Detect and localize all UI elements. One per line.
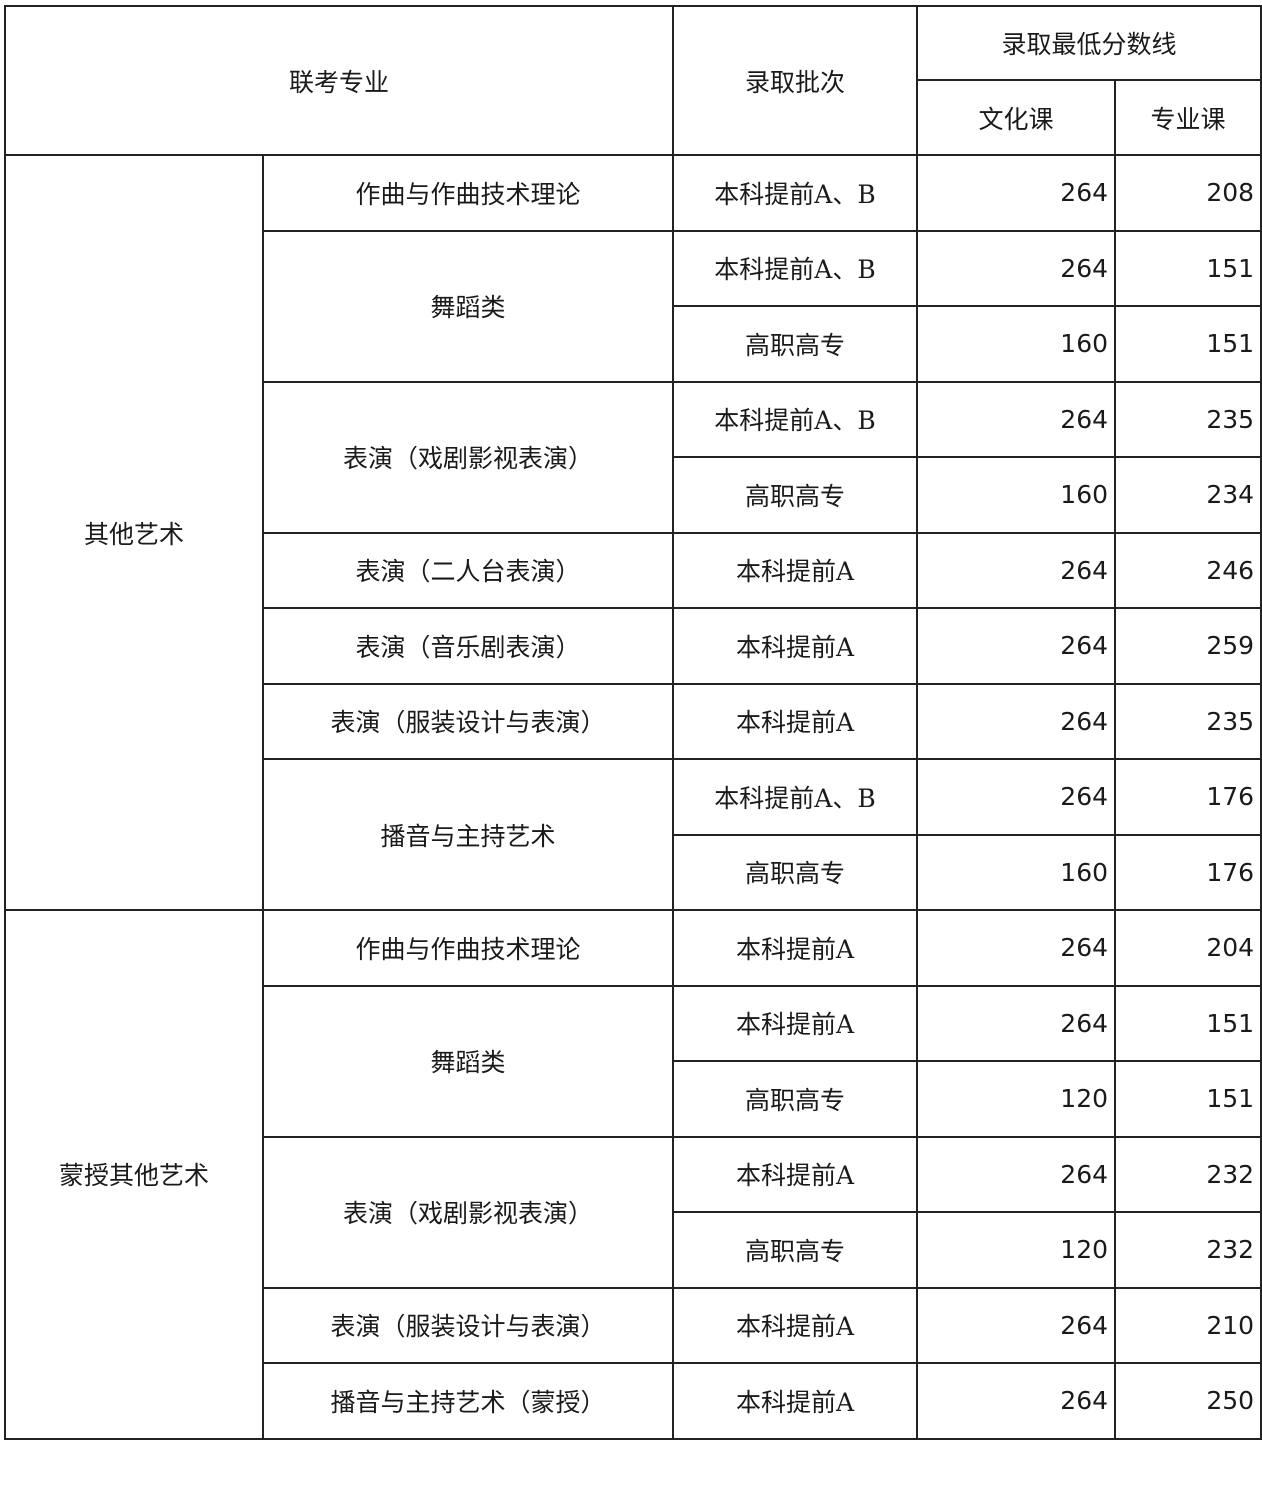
batch: 高职高专 [672, 1060, 919, 1138]
table-row: 表演（二人台表演） 本科提前A 264 246 [5, 531, 1262, 609]
culture-score: 160 [916, 833, 1117, 911]
culture-score: 120 [916, 1060, 1117, 1138]
major-name: 表演（服装设计与表演） [261, 1286, 675, 1364]
major-name: 舞蹈类 [261, 229, 675, 383]
culture-score: 264 [916, 380, 1117, 458]
professional-score: 151 [1114, 305, 1262, 383]
batch: 高职高专 [672, 1211, 919, 1289]
table-row: 高职高专 160 234 [5, 456, 1262, 534]
culture-score: 264 [916, 1135, 1117, 1213]
table-row: 表演（戏剧影视表演） 本科提前A 264 232 [5, 1135, 1262, 1289]
major-name: 作曲与作曲技术理论 [261, 909, 675, 987]
batch: 本科提前A [672, 1286, 919, 1364]
group-name: 蒙授其他艺术 [4, 909, 264, 1440]
professional-score: 235 [1114, 682, 1262, 760]
table-row: 高职高专 120 232 [5, 1211, 1262, 1289]
batch: 本科提前A [672, 1135, 919, 1213]
major-name: 表演（服装设计与表演） [261, 682, 675, 760]
professional-score: 176 [1114, 758, 1262, 836]
batch: 本科提前A、B [672, 154, 919, 232]
culture-score: 264 [916, 607, 1117, 685]
batch: 本科提前A、B [672, 380, 919, 458]
table-row: 表演（戏剧影视表演） 本科提前A、B 264 235 [5, 380, 1262, 534]
professional-score: 232 [1114, 1135, 1262, 1213]
culture-score: 264 [916, 1286, 1117, 1364]
header-batch: 录取批次 [672, 5, 919, 156]
major-name: 播音与主持艺术（蒙授） [261, 1362, 675, 1440]
table-row: 高职高专 160 151 [5, 305, 1262, 383]
professional-score: 176 [1114, 833, 1262, 911]
culture-score: 264 [916, 758, 1117, 836]
major-name: 作曲与作曲技术理论 [261, 154, 675, 232]
professional-score: 232 [1114, 1211, 1262, 1289]
major-name: 播音与主持艺术 [261, 758, 675, 911]
major-name: 表演（二人台表演） [261, 531, 675, 609]
header-major: 联考专业 [3, 5, 675, 156]
professional-score: 151 [1114, 229, 1262, 307]
admission-score-table: 联考专业 录取批次 录取最低分数线 文化课 专业课 其他艺术 作曲与作曲技术理论本… [3, 5, 1262, 1440]
professional-score: 210 [1114, 1286, 1262, 1364]
professional-score: 204 [1114, 909, 1262, 987]
culture-score: 264 [916, 1362, 1117, 1440]
batch: 本科提前A [672, 607, 919, 685]
table-row: 表演（服装设计与表演） 本科提前A 264 210 [5, 1286, 1262, 1364]
major-name: 表演（音乐剧表演） [261, 607, 675, 685]
culture-score: 160 [916, 456, 1117, 534]
batch: 本科提前A [672, 531, 919, 609]
header-culture: 文化课 [916, 79, 1117, 156]
batch: 本科提前A、B [672, 758, 919, 836]
professional-score: 234 [1114, 456, 1262, 534]
batch: 本科提前A [672, 909, 919, 987]
professional-score: 151 [1114, 1060, 1262, 1138]
header-professional: 专业课 [1114, 79, 1262, 156]
header-min-score: 录取最低分数线 [916, 5, 1262, 81]
table-row: 播音与主持艺术（蒙授） 本科提前A 264 250 [5, 1362, 1262, 1440]
table-row: 高职高专 160 176 [5, 833, 1262, 911]
professional-score: 250 [1114, 1362, 1262, 1440]
batch: 高职高专 [672, 833, 919, 911]
table-row: 舞蹈类 本科提前A 264 151 [5, 984, 1262, 1138]
culture-score: 264 [916, 682, 1117, 760]
major-name: 表演（戏剧影视表演） [261, 1135, 675, 1289]
table-row: 表演（服装设计与表演） 本科提前A 264 235 [5, 682, 1262, 760]
professional-score: 208 [1114, 154, 1262, 232]
table-row: 播音与主持艺术 本科提前A、B 264 176 [5, 758, 1262, 911]
table-row: 蒙授其他艺术 作曲与作曲技术理论 本科提前A 264 204 [4, 909, 1262, 1440]
table-row: 表演（音乐剧表演） 本科提前A 264 259 [5, 607, 1262, 685]
table-row: 其他艺术 作曲与作曲技术理论 本科提前A、B 264 208 [4, 154, 1262, 911]
professional-score: 259 [1114, 607, 1262, 685]
batch: 本科提前A [672, 1362, 919, 1440]
culture-score: 160 [916, 305, 1117, 383]
table-row: 高职高专 120 151 [5, 1060, 1262, 1138]
batch: 本科提前A [672, 682, 919, 760]
culture-score: 120 [916, 1211, 1117, 1289]
table-row: 舞蹈类 本科提前A、B 264 151 [5, 229, 1262, 383]
culture-score: 264 [916, 531, 1117, 609]
professional-score: 246 [1114, 531, 1262, 609]
major-name: 表演（戏剧影视表演） [261, 380, 675, 534]
professional-score: 235 [1114, 380, 1262, 458]
culture-score: 264 [916, 229, 1117, 307]
professional-score: 151 [1114, 984, 1262, 1062]
major-name: 舞蹈类 [261, 984, 675, 1138]
culture-score: 264 [916, 909, 1117, 987]
batch: 高职高专 [672, 305, 919, 383]
batch: 本科提前A、B [672, 229, 919, 307]
culture-score: 264 [916, 154, 1117, 232]
group-name: 其他艺术 [4, 154, 264, 911]
batch: 高职高专 [672, 456, 919, 534]
batch: 本科提前A [672, 984, 919, 1062]
culture-score: 264 [916, 984, 1117, 1062]
